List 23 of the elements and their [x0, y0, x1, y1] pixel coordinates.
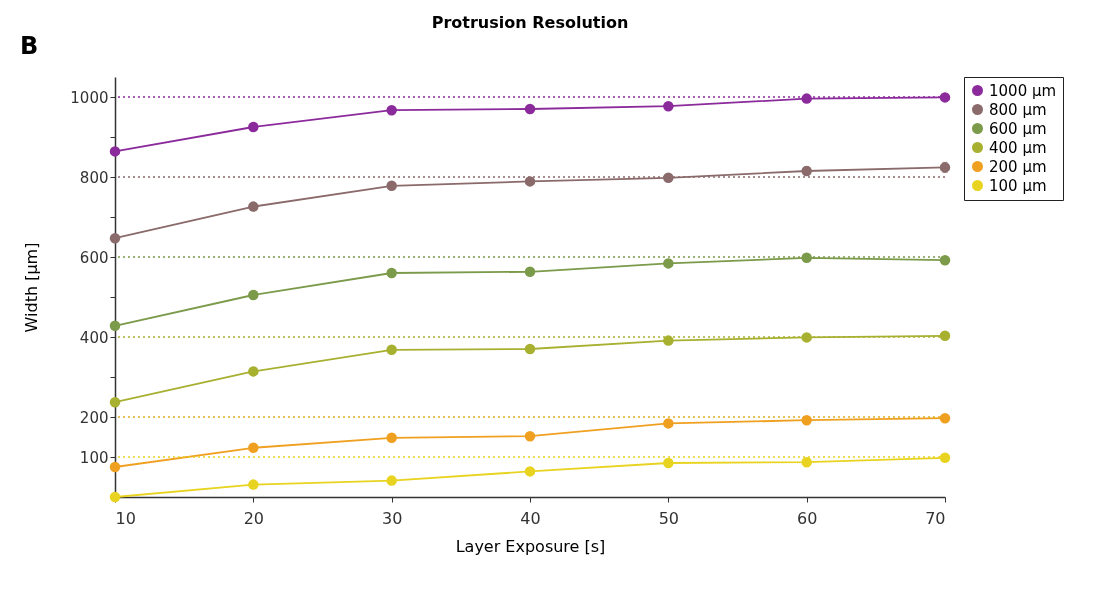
- x-axis-title: Layer Exposure [s]: [455, 536, 606, 556]
- y-axis-title: Width [µm]: [22, 242, 42, 333]
- legend-label: 800 µm: [989, 100, 1047, 119]
- y-tick-label: 400: [79, 328, 109, 347]
- legend-label: 600 µm: [989, 119, 1047, 138]
- legend-label: 1000 µm: [989, 81, 1057, 100]
- y-tick-label: 1000: [70, 88, 109, 107]
- x-tick-label: 20: [243, 508, 265, 528]
- x-tick-label: 30: [381, 508, 403, 528]
- legend-label: 400 µm: [989, 138, 1047, 157]
- text: B: [20, 32, 39, 60]
- x-tick-label: 10: [115, 508, 136, 528]
- x-tick-label: 70: [925, 508, 946, 528]
- y-tick-label: 800: [79, 168, 109, 187]
- legend-label: 200 µm: [989, 157, 1047, 176]
- legend-label: 100 µm: [989, 176, 1047, 195]
- x-tick-label: 40: [520, 508, 541, 528]
- y-tick-label: 200: [79, 408, 109, 427]
- y-tick-label: 100: [79, 448, 109, 467]
- x-tick-label: 60: [796, 508, 818, 528]
- chart-title: Protrusion Resolution: [431, 13, 629, 32]
- x-tick-label: 50: [658, 508, 680, 528]
- y-tick-label: 600: [79, 248, 109, 267]
